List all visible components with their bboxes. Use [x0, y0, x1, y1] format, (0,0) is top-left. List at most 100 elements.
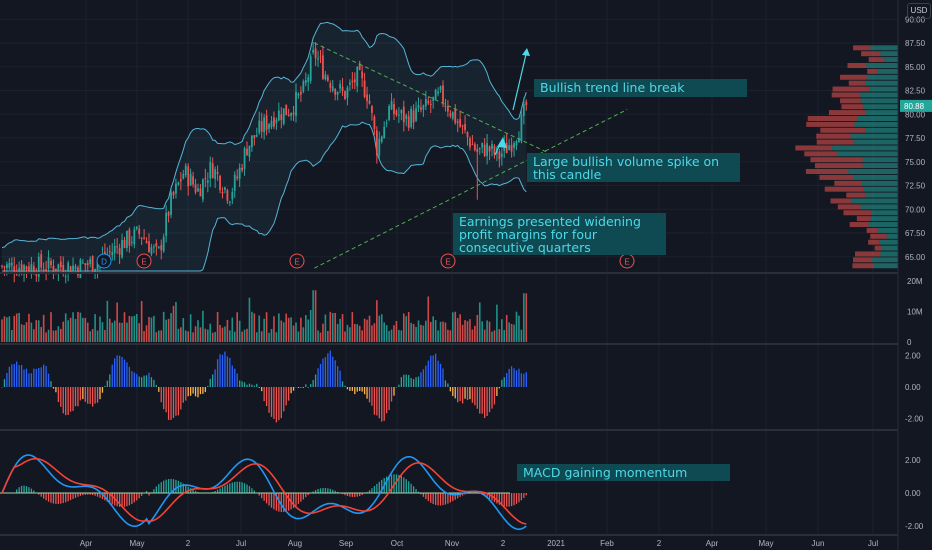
trend-break-annotation[interactable]: Bullish trend line break: [534, 79, 747, 97]
volume-bar-181: [444, 322, 447, 342]
volume-bar-146: [358, 325, 361, 342]
volume-bar-164: [403, 313, 405, 342]
volume-bar-79: [194, 326, 197, 342]
volume-bar-158: [388, 331, 390, 342]
volume-bar-82: [202, 310, 204, 342]
candle-body-179: [439, 86, 442, 90]
candle-body-190: [466, 132, 469, 138]
candle-body-62: [153, 246, 155, 248]
volume-bar-128: [314, 290, 317, 342]
profile-sell-12: [846, 192, 866, 198]
earnings-text: Earnings presented widening profit margi…: [459, 214, 641, 255]
candle-body-93: [228, 201, 231, 203]
profile-sell-23: [820, 127, 866, 133]
time-tick-5: Sep: [339, 539, 354, 548]
event-marker-label-3: E: [445, 258, 450, 267]
profile-buy-13: [863, 186, 898, 192]
volume-bar-154: [378, 315, 381, 342]
volume-bar-101: [248, 297, 251, 342]
candle-body-130: [319, 56, 322, 58]
candle-body-20: [50, 260, 52, 266]
volume-bar-213: [523, 293, 525, 342]
candle-body-26: [64, 276, 67, 278]
profile-sell-7: [849, 222, 869, 228]
time-tick-9: 2021: [547, 539, 565, 548]
currency-label[interactable]: USD: [907, 3, 931, 19]
candle-body-49: [121, 240, 123, 258]
axes-labels: 90.00 87.50 85.00 82.50 80.00 77.50 75.00 72.50…: [80, 15, 932, 548]
volume-bar-186: [456, 318, 459, 342]
macd-annotation[interactable]: MACD gaining momentum: [517, 464, 730, 481]
profile-sell-32: [840, 74, 867, 80]
profile-sell-14: [834, 180, 862, 186]
candle-body-188: [461, 125, 464, 127]
resistance-trendline: [314, 42, 548, 153]
volume-bar-193: [474, 325, 476, 342]
candle-body-19: [47, 257, 50, 269]
volume-spike-annotation[interactable]: Large bullish volume spike on this candl…: [527, 153, 740, 182]
time-tick-15: Jul: [868, 539, 878, 548]
earnings-annotation[interactable]: Earnings presented widening profit margi…: [453, 213, 666, 255]
volume-bar-212: [520, 329, 523, 342]
candle-body-28: [69, 266, 72, 274]
candle-body-165: [405, 115, 408, 119]
volume-bar-205: [503, 330, 506, 342]
volume-bar-200: [491, 331, 493, 342]
volume-bar-127: [312, 290, 314, 342]
volume-bar-123: [302, 327, 305, 342]
volume-bar-187: [459, 314, 461, 342]
volume-bar-206: [505, 314, 508, 342]
candle-body-47: [116, 246, 119, 248]
candle-body-163: [400, 110, 403, 114]
candle-body-192: [471, 144, 474, 146]
volume-bar-182: [447, 329, 449, 342]
time-tick-3: Jul: [236, 539, 246, 548]
candles-layer[interactable]: [1, 42, 528, 284]
volume-bar-50: [123, 312, 126, 342]
candle-body-69: [170, 192, 172, 215]
profile-sell-26: [828, 110, 867, 116]
candle-body-65: [160, 245, 163, 251]
trend-break-text: Bullish trend line break: [540, 80, 685, 95]
candle-body-72: [177, 182, 180, 185]
candle-body-23: [57, 264, 60, 272]
volume-bar-40: [99, 316, 101, 342]
candle-body-29: [72, 265, 74, 271]
candle-body-102: [251, 135, 253, 148]
volume-bar-190: [466, 321, 469, 342]
profile-buy-6: [878, 227, 898, 233]
volume-bar-134: [329, 311, 332, 342]
candle-body-61: [150, 247, 153, 254]
price-tick-3: 82.50: [905, 87, 926, 96]
volume-bar-70: [172, 305, 175, 342]
candle-body-171: [420, 107, 422, 110]
volume-bar-37: [91, 328, 94, 342]
candle-body-157: [385, 122, 388, 124]
volume-bar-197: [483, 329, 486, 342]
candle-body-11: [28, 266, 30, 272]
volume-bar-140: [344, 331, 346, 342]
candle-body-135: [331, 86, 334, 91]
pane-separators[interactable]: [0, 0, 899, 550]
volume-bar-31: [77, 311, 79, 342]
volume-bar-170: [417, 320, 420, 342]
volume-bar-168: [412, 323, 415, 342]
volume-bar-14: [35, 320, 38, 342]
volume-bar-114: [280, 320, 283, 342]
volume-bar-64: [158, 330, 160, 342]
macd-tick-0: 2.00: [905, 456, 921, 465]
candle-body-81: [199, 188, 202, 197]
support-trendline: [314, 109, 628, 269]
volume-bar-61: [150, 317, 153, 342]
volume-bar-36: [89, 331, 91, 342]
profile-sell-22: [816, 133, 851, 139]
candle-body-68: [167, 212, 170, 216]
volume-bar-198: [486, 320, 488, 342]
macd-tick-2: -2.00: [905, 522, 924, 531]
time-tick-11: 2: [657, 539, 662, 548]
candle-body-164: [402, 106, 405, 123]
time-tick-0: Apr: [80, 539, 93, 548]
